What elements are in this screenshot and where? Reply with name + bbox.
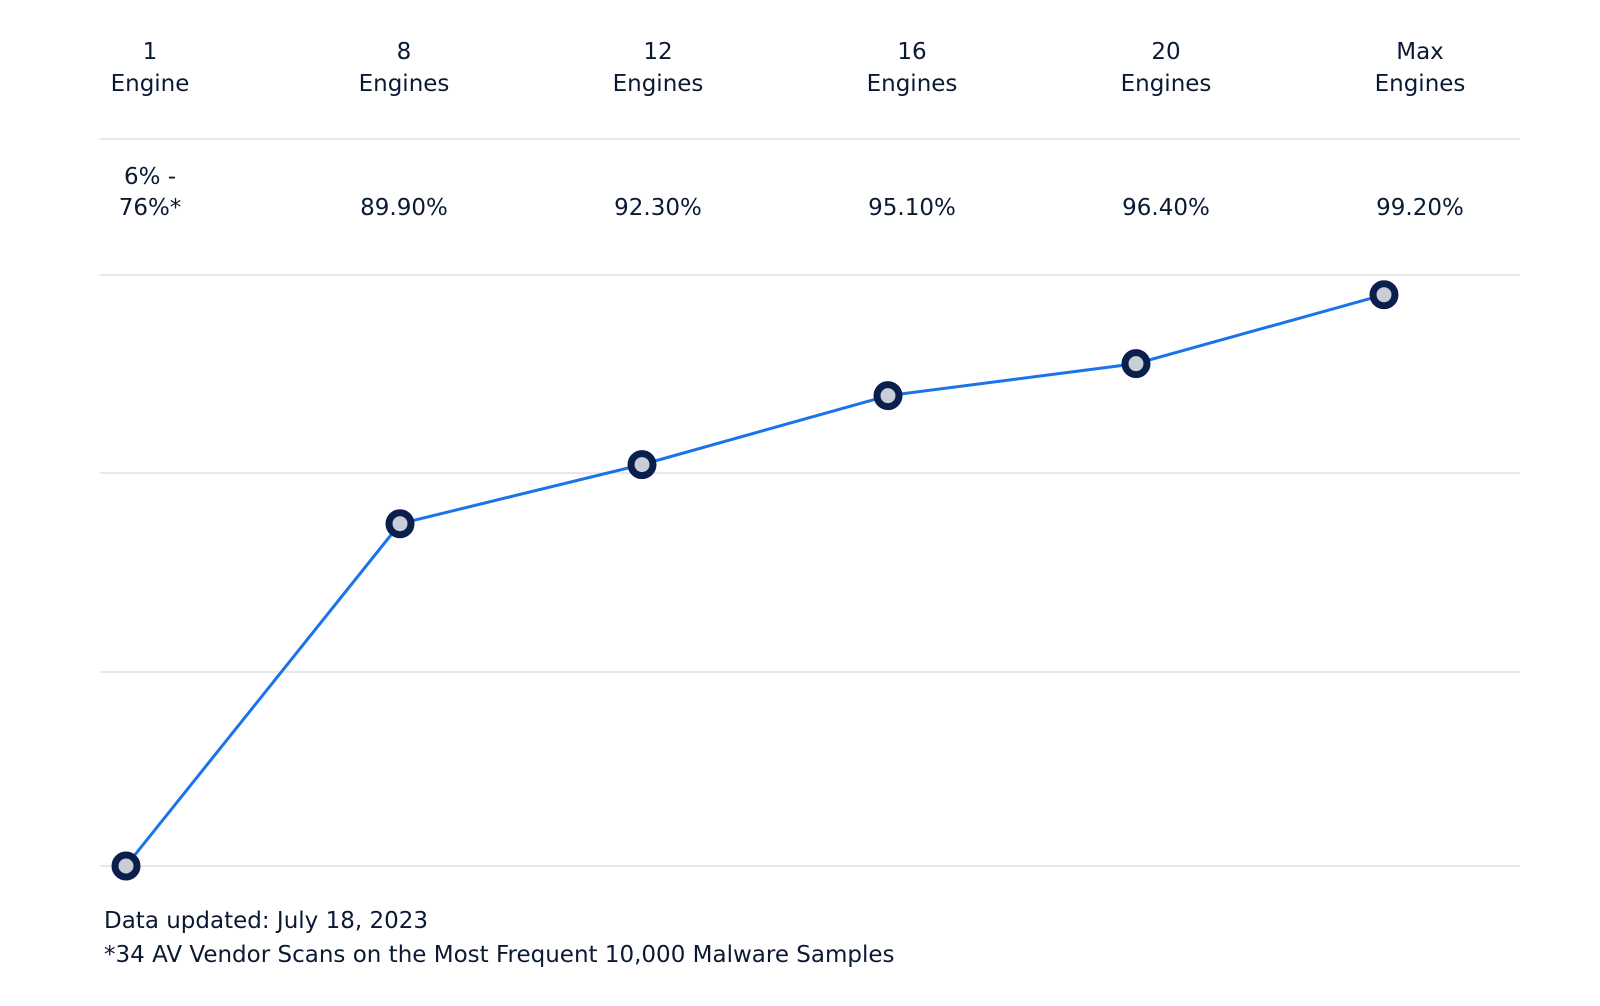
value-cell-20: 96.40%	[1056, 193, 1276, 224]
header-unit: Engines	[1374, 71, 1466, 97]
header-unit: Engine	[110, 71, 190, 97]
data-point	[873, 381, 903, 411]
value-line: 92.30%	[614, 195, 702, 221]
header-number: Max	[1396, 39, 1444, 65]
header-cell-1: 1 Engine	[40, 36, 260, 100]
header-unit: Engines	[358, 71, 450, 97]
data-points	[111, 280, 1399, 881]
value-line: 76%*	[118, 195, 182, 221]
header-cell-16: 16 Engines	[802, 36, 1022, 100]
header-cell-12: 12 Engines	[548, 36, 768, 100]
data-point	[111, 851, 141, 881]
footnotes: Data updated: July 18, 2023 *34 AV Vendo…	[104, 904, 895, 972]
header-number: 20	[1151, 39, 1181, 65]
value-line: 99.20%	[1376, 195, 1464, 221]
header-number: 12	[643, 39, 673, 65]
value-cell-1: 6% - 76%*	[40, 162, 260, 224]
header-unit: Engines	[612, 71, 704, 97]
header-unit: Engines	[866, 71, 958, 97]
value-line: 96.40%	[1122, 195, 1210, 221]
value-cell-16: 95.10%	[802, 193, 1022, 224]
header-unit: Engines	[1120, 71, 1212, 97]
value-cell-12: 92.30%	[548, 193, 768, 224]
value-cell-8: 89.90%	[294, 193, 514, 224]
data-updated-note: Data updated: July 18, 2023	[104, 908, 429, 934]
header-number: 1	[142, 39, 158, 65]
row-divider-top	[100, 138, 1520, 140]
series-line-group	[124, 293, 1385, 867]
grid-lines	[100, 274, 1520, 867]
header-number: 8	[396, 39, 412, 65]
value-line: 89.90%	[360, 195, 448, 221]
header-cell-20: 20 Engines	[1056, 36, 1276, 100]
value-cell-max: 99.20%	[1310, 193, 1530, 224]
data-point	[1369, 280, 1399, 310]
value-line: 95.10%	[868, 195, 956, 221]
data-point	[1121, 349, 1151, 379]
value-line: 6% -	[123, 164, 177, 190]
header-number: 16	[897, 39, 927, 65]
methodology-note: *34 AV Vendor Scans on the Most Frequent…	[104, 942, 895, 968]
header-cell-max: Max Engines	[1310, 36, 1530, 100]
data-point	[385, 509, 415, 539]
data-point	[627, 450, 657, 480]
header-cell-8: 8 Engines	[294, 36, 514, 100]
series-line	[124, 293, 1385, 867]
